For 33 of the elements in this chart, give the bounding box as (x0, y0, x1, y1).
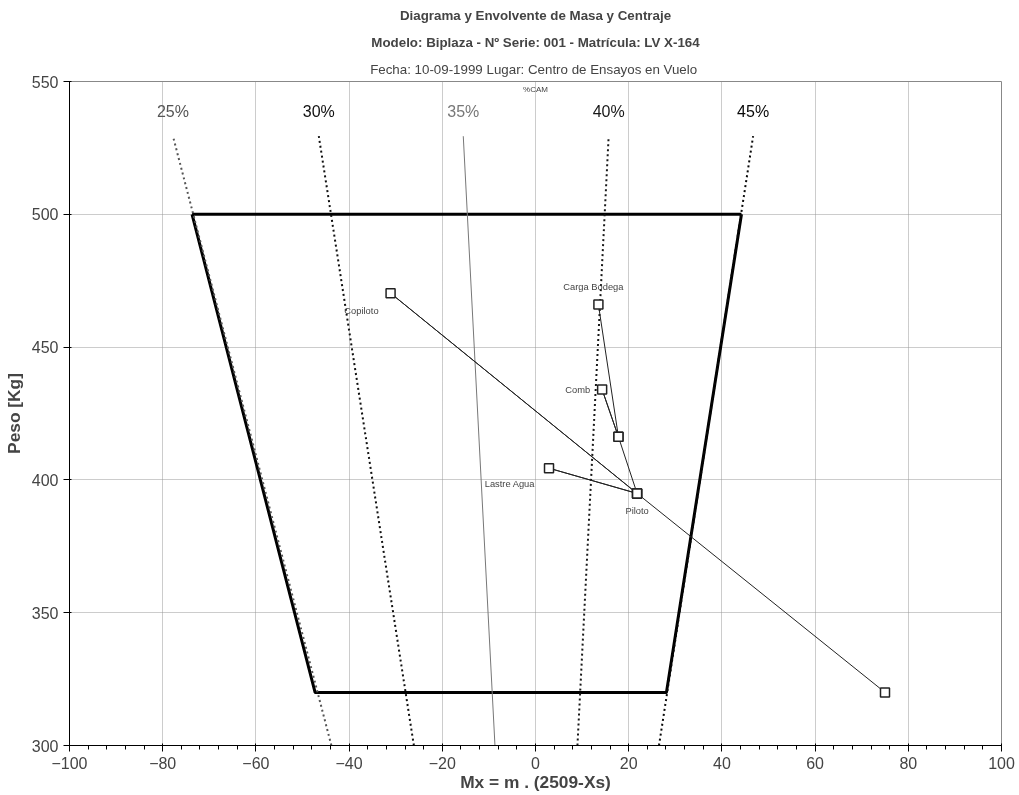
x-tick-label: 20 (619, 754, 638, 772)
y-axis-title: Peso [Kg] (3, 373, 24, 454)
text: Fecha: 10-09-1999 Lugar: Centro de Ensayos en Vuelo (370, 61, 698, 77)
x-tick-label: −20 (428, 754, 456, 772)
x-tick-label: 0 (531, 754, 541, 772)
series-label: 35% (447, 103, 480, 121)
annotation: Copiloto (344, 306, 379, 317)
y-tick-label: 450 (31, 339, 59, 357)
x-tick-label: −40 (335, 754, 363, 772)
chart-subtitle: Modelo: Biplaza - Nº Serie: 001 - Matrícula: LV X-164 (371, 34, 701, 50)
y-tick-label: 500 (31, 206, 59, 224)
annotation: %CAM (523, 84, 549, 94)
x-tick-label: 100 (988, 754, 1015, 772)
y-tick-label: 300 (31, 737, 59, 755)
x-tick-label: −100 (51, 754, 88, 772)
x-axis-title: Mx = m . (2509-Xs) (460, 771, 611, 792)
x-tick-label: 40 (713, 754, 731, 772)
annotation: Carga Bodega (563, 281, 625, 292)
x-tick-label: −80 (149, 754, 177, 772)
series-label: 40% (592, 103, 625, 121)
x-tick-label: 80 (899, 754, 918, 772)
y-tick-label: 400 (31, 471, 59, 489)
y-tick-label: 550 (31, 73, 59, 91)
y-tick-label: 350 (31, 604, 59, 622)
x-tick-label: 60 (806, 754, 825, 772)
series-label: 30% (302, 103, 335, 121)
annotation: Lastre Agua (484, 479, 536, 490)
annotation: Comb (565, 384, 591, 395)
chart-title: Diagrama y Envolvente de Masa y Centraje (399, 7, 672, 23)
series-label: 45% (737, 103, 770, 121)
x-tick-label: −60 (242, 754, 270, 772)
series-label: 25% (156, 103, 189, 121)
annotation: Piloto (625, 506, 649, 517)
